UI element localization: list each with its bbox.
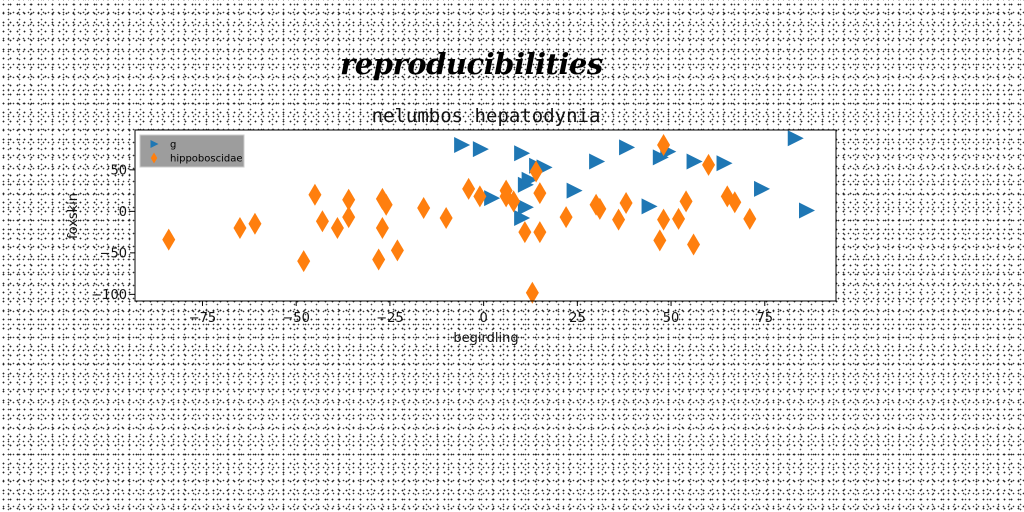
- hippoboscidae-point: [342, 206, 356, 229]
- hippoboscidae-point: [653, 229, 667, 252]
- y-axis: −100 −50 0 50: [91, 163, 135, 303]
- hippoboscidae-point: [728, 191, 742, 214]
- y-tick-label: −100: [91, 288, 127, 303]
- legend-label: hippoboscidae: [170, 154, 243, 165]
- g-point: [514, 145, 531, 162]
- hippoboscidae-point: [473, 185, 487, 208]
- hippoboscidae-point: [559, 206, 573, 229]
- hippoboscidae-point: [330, 216, 344, 239]
- hippoboscidae-point: [679, 190, 693, 213]
- g-point: [641, 198, 658, 215]
- legend-marker-hippoboscidae: [150, 152, 158, 164]
- hippoboscidae-point: [297, 250, 311, 273]
- hippoboscidae-point: [612, 208, 626, 231]
- legend-box: [139, 134, 245, 168]
- y-axis-label: foxskin: [66, 193, 81, 239]
- g-point: [787, 130, 804, 147]
- hippoboscidae-point: [702, 153, 716, 176]
- g-point: [484, 190, 501, 207]
- plot-frame: [134, 129, 837, 302]
- y-tick-label: 50: [110, 163, 127, 178]
- g-point: [566, 182, 583, 199]
- x-tick-label: 75: [757, 311, 774, 326]
- x-axis-label: begirdling: [453, 331, 518, 346]
- x-tick-label: 25: [569, 311, 586, 326]
- hippoboscidae-point: [162, 228, 176, 251]
- g-point: [521, 171, 538, 188]
- chart-title: nelumbos hepatodynia: [372, 105, 601, 127]
- hippoboscidae-point: [533, 182, 547, 205]
- x-tick-label: 0: [479, 311, 487, 326]
- hippoboscidae-point: [499, 185, 513, 208]
- g-point: [472, 141, 489, 158]
- data-points: [162, 130, 816, 304]
- y-tick-label: −50: [100, 246, 127, 261]
- figure-suptitle: reproducibilities: [340, 47, 603, 81]
- g-point: [716, 155, 733, 172]
- g-point: [754, 180, 771, 197]
- hippoboscidae-point: [518, 221, 532, 244]
- hippoboscidae-point: [533, 221, 547, 244]
- hippoboscidae-point: [248, 212, 262, 235]
- hippoboscidae-point: [308, 183, 322, 206]
- x-tick-label: −25: [376, 311, 403, 326]
- g-point: [619, 139, 636, 156]
- x-axis: −75 −50 −25 0 25 50 75: [189, 301, 773, 326]
- hippoboscidae-point: [462, 177, 476, 200]
- hippoboscidae-point: [657, 133, 671, 156]
- hippoboscidae-point: [525, 281, 539, 304]
- hippoboscidae-point: [657, 208, 671, 231]
- hippoboscidae-point: [233, 216, 247, 239]
- hippoboscidae-point: [315, 210, 329, 233]
- g-point: [454, 136, 471, 153]
- y-tick-label: 0: [119, 205, 127, 220]
- hippoboscidae-point: [379, 193, 393, 216]
- hippoboscidae-point: [687, 233, 701, 256]
- hippoboscidae-point: [372, 248, 386, 271]
- x-tick-label: −50: [282, 311, 309, 326]
- hippoboscidae-point: [619, 192, 633, 215]
- hippoboscidae-point: [743, 207, 757, 230]
- g-point: [589, 153, 606, 170]
- g-point: [799, 202, 816, 219]
- hippoboscidae-point: [529, 160, 543, 183]
- g-point: [686, 153, 703, 170]
- legend: g hippoboscidae: [139, 134, 245, 168]
- hippoboscidae-point: [507, 190, 521, 213]
- x-tick-label: −75: [189, 311, 216, 326]
- x-tick-label: 50: [663, 311, 680, 326]
- hippoboscidae-point: [342, 188, 356, 211]
- legend-marker-g: [150, 140, 159, 148]
- legend-label: g: [170, 140, 176, 151]
- g-point: [517, 199, 534, 216]
- hippoboscidae-point: [390, 239, 404, 262]
- hippoboscidae-point: [375, 216, 389, 239]
- hippoboscidae-point: [417, 197, 431, 220]
- hippoboscidae-point: [672, 207, 686, 230]
- hippoboscidae-point: [593, 197, 607, 220]
- hippoboscidae-point: [439, 206, 453, 229]
